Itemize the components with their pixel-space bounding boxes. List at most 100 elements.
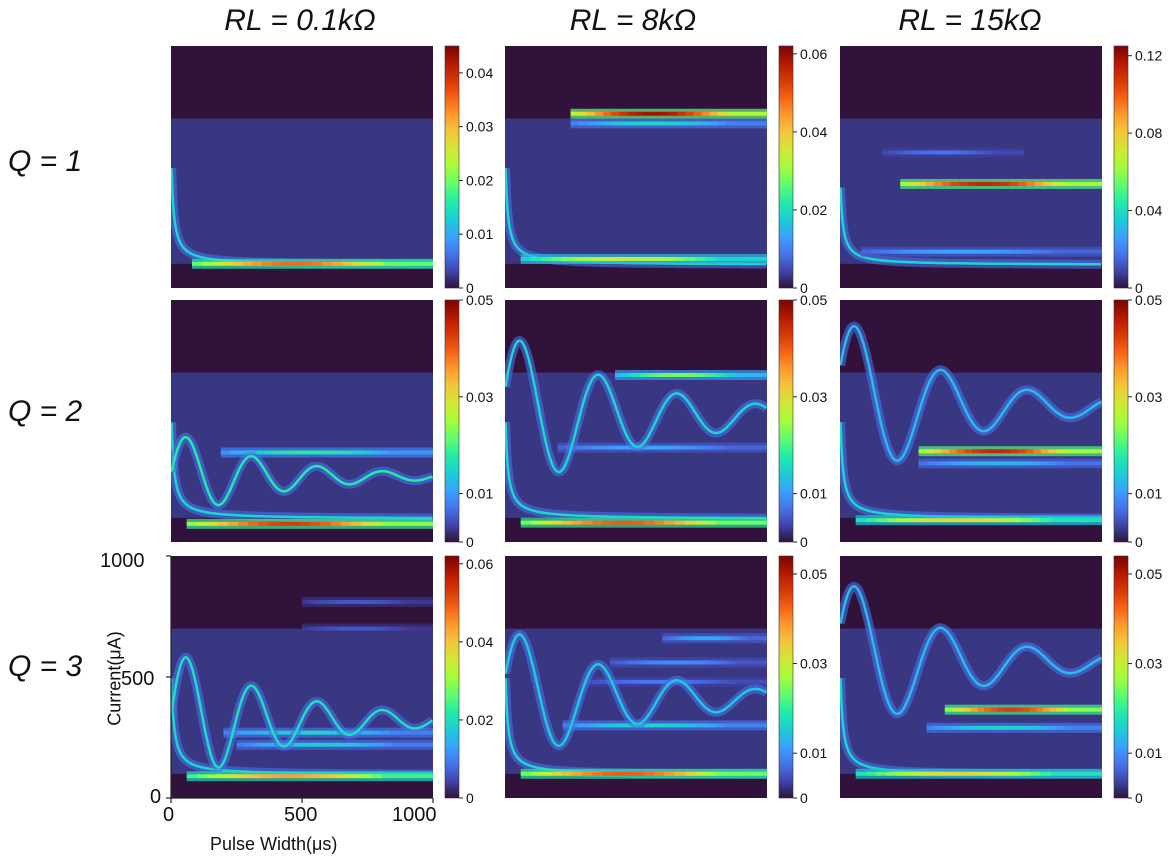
oscillation-curve [840, 324, 1102, 462]
band-segment [746, 256, 758, 261]
band-segment [320, 774, 331, 779]
band-segment [977, 725, 986, 730]
band-segment [1081, 771, 1093, 776]
colorbar-tick-label: 0.06 [466, 556, 493, 572]
band-segment [742, 121, 752, 126]
band-segment [1072, 725, 1081, 730]
colorbar [1113, 45, 1129, 289]
band-segment [933, 461, 943, 466]
band-segment [248, 774, 260, 779]
band-segment [728, 679, 737, 684]
band-segment [741, 723, 751, 728]
band-segment [693, 121, 702, 126]
band-segment [716, 373, 724, 378]
band-segment [758, 111, 767, 116]
band-segment [541, 520, 553, 525]
band-segment [302, 626, 308, 631]
band-segment [258, 730, 268, 735]
band-segment [753, 660, 761, 665]
band-segment [673, 723, 683, 728]
band-segment [1087, 725, 1096, 730]
band-segment [855, 518, 867, 523]
band-segment [749, 445, 759, 450]
band-segment [289, 521, 301, 526]
band-segment [662, 445, 672, 450]
band-segment [727, 660, 735, 665]
band-segment [979, 449, 988, 454]
band-segment [596, 723, 606, 728]
band-segment [394, 599, 401, 604]
band-segment [688, 445, 698, 450]
band-segment [613, 723, 623, 728]
colorbar-tick-label: 0 [1135, 534, 1143, 550]
band-segment [258, 521, 270, 526]
band-segment [307, 599, 314, 604]
band-segment [1025, 449, 1034, 454]
band-segment [660, 121, 670, 126]
band-segment [613, 256, 624, 261]
band-segment [318, 626, 325, 631]
band-segment [698, 679, 707, 684]
colorbar-tick-label: 0.06 [800, 46, 827, 62]
band-segment [705, 679, 715, 684]
band-segment [623, 256, 635, 261]
band-segment [942, 181, 952, 186]
band-segment [353, 450, 363, 455]
band-segment [710, 373, 717, 378]
band-segment [561, 520, 573, 525]
band-segment [670, 636, 676, 641]
band-segment [655, 660, 663, 665]
band-segment [708, 660, 716, 665]
band-segment [1031, 249, 1043, 254]
band-segment [1071, 249, 1083, 254]
band-segment [319, 730, 329, 735]
band-segment [948, 518, 959, 523]
band-segment [633, 520, 645, 525]
band-segment [1005, 150, 1013, 155]
band-segment [217, 521, 229, 526]
band-segment [598, 679, 608, 684]
band-segment [742, 111, 752, 116]
band-segment [672, 373, 679, 378]
band-segment [1048, 461, 1057, 466]
band-segment [248, 521, 260, 526]
band-segment [371, 730, 382, 735]
band-segment [926, 461, 935, 466]
colorbar-tick-label: 0 [800, 534, 808, 550]
band-segment [756, 256, 767, 261]
band-segment [646, 373, 654, 378]
panel-2-3: 0 0.01 0.03 0.05 [840, 292, 1162, 550]
band-segment [1050, 518, 1062, 523]
band-segment [362, 261, 374, 266]
band-segment [334, 626, 341, 631]
background-haze [505, 118, 767, 264]
band-segment [1060, 771, 1072, 776]
band-segment [644, 445, 654, 450]
band-segment [572, 256, 583, 261]
band-segment [931, 249, 942, 254]
band-segment [186, 774, 198, 779]
band-segment [653, 373, 660, 378]
band-segment [586, 121, 596, 126]
band-segment [999, 150, 1007, 155]
band-segment [391, 774, 403, 779]
band-segment [551, 520, 563, 525]
band-segment [1095, 707, 1102, 712]
band-segment [397, 450, 407, 455]
colorbar-tick-label: 0 [800, 790, 808, 806]
band-segment [668, 660, 676, 665]
band-segment [551, 771, 563, 776]
band-segment [643, 520, 655, 525]
band-segment [351, 599, 358, 604]
band-segment [972, 449, 981, 454]
band-segment [586, 111, 596, 116]
band-segment [758, 121, 767, 126]
band-segment [242, 261, 253, 266]
band-segment [402, 521, 413, 526]
band-segment [367, 626, 374, 631]
band-segment [249, 730, 259, 735]
band-segment [299, 774, 311, 779]
band-segment [613, 520, 624, 525]
band-segment [627, 373, 635, 378]
band-segment [1081, 518, 1093, 523]
